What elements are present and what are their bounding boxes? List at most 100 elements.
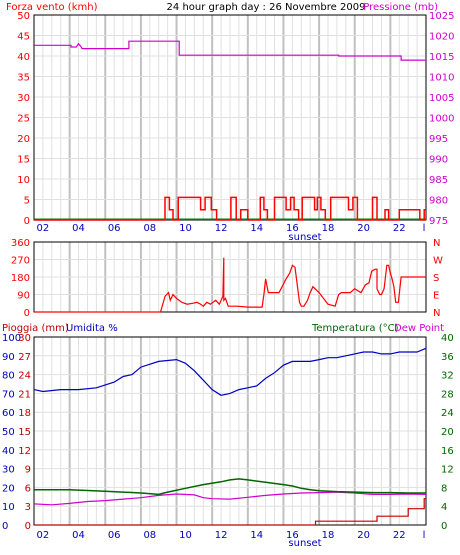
- wind-tick-5: 25: [17, 114, 30, 125]
- x-tick-label-0-08: 08: [143, 223, 156, 234]
- temperature-tick-9: 4: [441, 502, 447, 513]
- rain-tick-3: 21: [18, 389, 31, 400]
- series-temperature-line: [34, 478, 426, 496]
- wind-tick-6: 20: [17, 134, 30, 145]
- x-tick-label-0-14: 14: [250, 223, 263, 234]
- pressure-tick-7: 990: [429, 155, 448, 166]
- series-humidity-line: [33, 347, 427, 396]
- pressure-tick-2: 1015: [429, 52, 454, 63]
- x-tick-label-0-l: l: [423, 223, 426, 234]
- wind-tick-9: 5: [24, 196, 30, 207]
- humidity-tick-1: 90: [2, 352, 15, 363]
- pressure-tick-6: 995: [429, 134, 448, 145]
- direction-tick-1: 270: [11, 256, 30, 267]
- wind-tick-4: 30: [17, 93, 30, 104]
- x-tick-label-2-22: 22: [393, 530, 406, 541]
- temperature-tick-4: 24: [441, 408, 454, 419]
- x-tick-label-2-04: 04: [72, 530, 85, 541]
- humidity-tick-3: 70: [2, 389, 15, 400]
- humidity-tick-7: 30: [2, 465, 15, 476]
- humidity-tick-2: 80: [2, 371, 15, 382]
- direction-tick-0: 360: [11, 238, 30, 249]
- temperature-tick-8: 8: [441, 483, 447, 494]
- rain-tick-8: 6: [25, 483, 31, 494]
- x-tick-label-0-22: 22: [393, 223, 406, 234]
- chart-title: 24 hour graph day : 26 Novembre 2009: [167, 2, 366, 13]
- rain-tick-6: 12: [18, 446, 31, 457]
- temperature-tick-7: 12: [441, 465, 454, 476]
- direction-tick-2: 180: [11, 273, 30, 284]
- x-tick-label-2-12: 12: [215, 530, 228, 541]
- humidity-tick-9: 10: [2, 502, 15, 513]
- temperature-tick-1: 36: [441, 352, 454, 363]
- x-tick-label-0-04: 04: [72, 223, 85, 234]
- temperature-tick-2: 32: [441, 371, 454, 382]
- humidity-tick-8: 20: [2, 483, 15, 494]
- series-dewpoint-line: [33, 491, 427, 506]
- sunset-label-top: sunset: [288, 232, 321, 243]
- x-tick-label-2-20: 20: [357, 530, 370, 541]
- series-wind-line: [34, 196, 426, 221]
- rain-tick-9: 3: [25, 502, 31, 513]
- rain-tick-4: 18: [18, 408, 31, 419]
- compass-tick-1: W: [433, 256, 443, 267]
- humidity-axis-title: Umidita %: [66, 323, 118, 334]
- rain-tick-10: 0: [25, 521, 31, 532]
- pressure-tick-0: 1025: [429, 11, 454, 22]
- temperature-tick-3: 28: [441, 389, 454, 400]
- compass-tick-0: N: [433, 238, 440, 249]
- pressure-tick-9: 980: [429, 196, 448, 207]
- x-tick-label-2-06: 06: [108, 530, 121, 541]
- pressure-tick-4: 1005: [429, 93, 454, 104]
- humidity-tick-0: 100: [2, 333, 21, 344]
- x-tick-label-2-10: 10: [179, 530, 192, 541]
- wind-tick-2: 40: [17, 52, 30, 63]
- compass-tick-4: N: [433, 308, 440, 319]
- pressure-tick-10: 975: [429, 216, 448, 227]
- wind-axis-title: Forza vento (kmh): [6, 2, 98, 13]
- series-pressure-line: [34, 40, 426, 61]
- pressure-tick-5: 1000: [429, 114, 454, 125]
- direction-tick-4: 0: [24, 308, 30, 319]
- x-tick-label-0-20: 20: [357, 223, 370, 234]
- rain-tick-1: 27: [18, 352, 31, 363]
- rain-tick-5: 15: [18, 427, 31, 438]
- compass-tick-2: S: [433, 273, 439, 284]
- humidity-tick-6: 40: [2, 446, 15, 457]
- sunset-label-bottom: sunset: [288, 538, 321, 549]
- compass-tick-3: E: [433, 291, 439, 302]
- x-tick-label-0-02: 02: [37, 223, 50, 234]
- x-tick-label-2-08: 08: [143, 530, 156, 541]
- wind-tick-10: 0: [24, 216, 30, 227]
- pressure-tick-1: 1020: [429, 32, 454, 43]
- rain-tick-7: 9: [25, 465, 31, 476]
- x-tick-label-0-16: 16: [286, 223, 299, 234]
- temperature-tick-5: 20: [441, 427, 454, 438]
- x-tick-label-0-12: 12: [215, 223, 228, 234]
- x-tick-label-0-18: 18: [322, 223, 335, 234]
- x-tick-label-2-14: 14: [250, 530, 263, 541]
- x-tick-label-2-18: 18: [322, 530, 335, 541]
- wind-tick-0: 50: [17, 11, 30, 22]
- temperature-tick-10: 0: [441, 521, 447, 532]
- direction-tick-3: 90: [17, 291, 30, 302]
- humidity-tick-10: 0: [2, 521, 8, 532]
- wind-tick-3: 35: [17, 73, 30, 84]
- x-tick-label-2-16: 16: [286, 530, 299, 541]
- pressure-axis-title: Pressione (mb): [363, 2, 438, 13]
- pressure-tick-3: 1010: [429, 73, 454, 84]
- rain-axis-title: Pioggia (mm): [2, 323, 69, 334]
- wind-tick-8: 10: [17, 175, 30, 186]
- x-tick-label-0-06: 06: [108, 223, 121, 234]
- rain-tick-2: 24: [18, 371, 31, 382]
- wind-tick-1: 45: [17, 32, 30, 43]
- x-tick-label-0-10: 10: [179, 223, 192, 234]
- humidity-tick-4: 60: [2, 408, 15, 419]
- temperature-tick-0: 40: [441, 333, 454, 344]
- x-tick-label-2-l: l: [423, 530, 426, 541]
- rain-tick-0: 30: [18, 333, 31, 344]
- humidity-tick-5: 50: [2, 427, 15, 438]
- series-direction-line: [34, 257, 426, 313]
